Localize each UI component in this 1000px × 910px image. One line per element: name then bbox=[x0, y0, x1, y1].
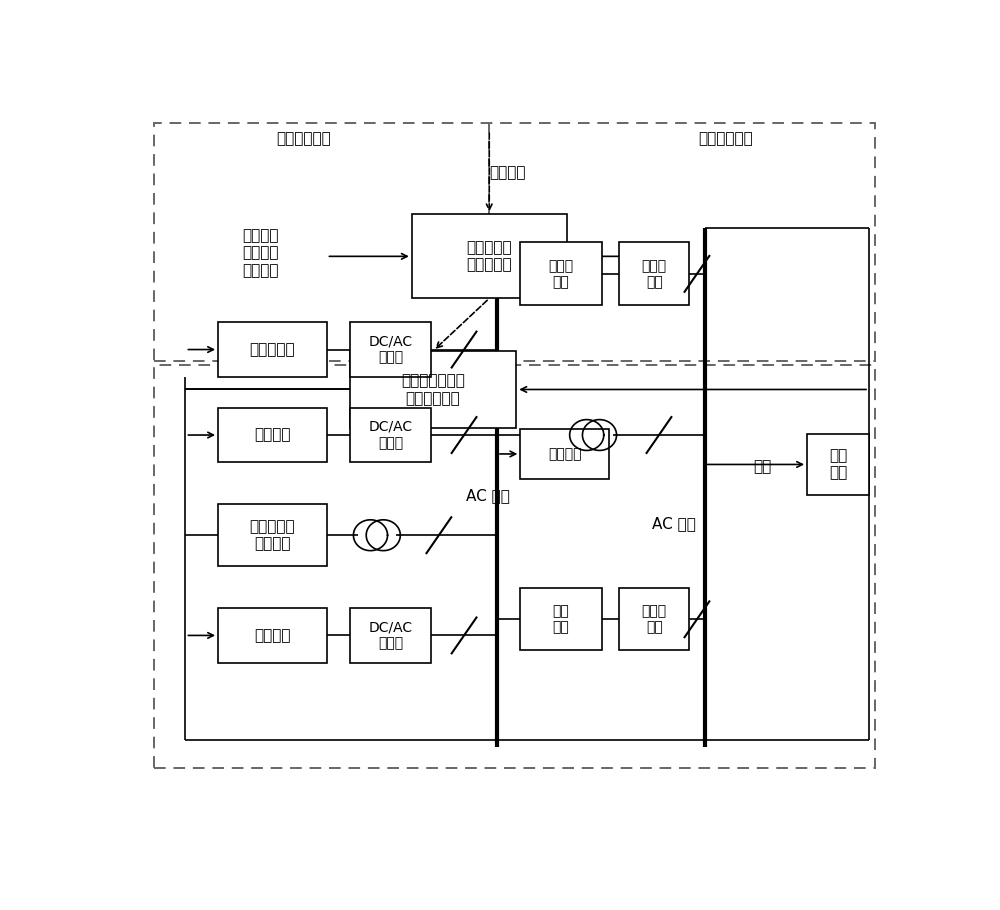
FancyBboxPatch shape bbox=[619, 589, 689, 650]
FancyBboxPatch shape bbox=[350, 322, 431, 377]
Text: 飞轮
储能: 飞轮 储能 bbox=[553, 604, 569, 634]
Text: 系统模型: 系统模型 bbox=[489, 165, 526, 180]
Text: 交流负载: 交流负载 bbox=[548, 447, 582, 461]
Text: AC 母线: AC 母线 bbox=[652, 517, 696, 531]
Text: 满足工程
需求的多
性能指标: 满足工程 需求的多 性能指标 bbox=[242, 228, 279, 278]
FancyBboxPatch shape bbox=[412, 215, 567, 298]
Text: DC/AC
变换器: DC/AC 变换器 bbox=[368, 621, 413, 651]
FancyBboxPatch shape bbox=[520, 429, 609, 480]
FancyBboxPatch shape bbox=[520, 242, 602, 306]
Text: AC 母线: AC 母线 bbox=[466, 489, 510, 503]
Text: 多目标约束
优化求解器: 多目标约束 优化求解器 bbox=[466, 240, 512, 273]
Text: 双馈异步风
力发电机: 双馈异步风 力发电机 bbox=[249, 519, 295, 551]
Text: 双向变
换器: 双向变 换器 bbox=[642, 604, 667, 634]
FancyBboxPatch shape bbox=[619, 242, 689, 306]
Text: 约束条件: 约束条件 bbox=[649, 246, 686, 260]
FancyBboxPatch shape bbox=[350, 408, 431, 462]
FancyBboxPatch shape bbox=[520, 589, 602, 650]
FancyBboxPatch shape bbox=[218, 408, 326, 462]
Text: 多目标鲁棒分数
阶频率控制器: 多目标鲁棒分数 阶频率控制器 bbox=[401, 373, 465, 406]
Text: 双向变
换器: 双向变 换器 bbox=[642, 258, 667, 289]
Text: 测试实验数据: 测试实验数据 bbox=[698, 131, 753, 147]
FancyBboxPatch shape bbox=[807, 434, 869, 495]
FancyBboxPatch shape bbox=[218, 504, 326, 566]
FancyBboxPatch shape bbox=[218, 608, 326, 662]
Text: DC/AC
变换器: DC/AC 变换器 bbox=[368, 335, 413, 365]
FancyBboxPatch shape bbox=[350, 351, 516, 428]
Text: 铅酸蓄
电池: 铅酸蓄 电池 bbox=[548, 258, 574, 289]
Text: 柴油发电机: 柴油发电机 bbox=[249, 342, 295, 357]
FancyBboxPatch shape bbox=[218, 322, 326, 377]
Text: 燃料电池: 燃料电池 bbox=[254, 428, 290, 442]
Text: DC/AC
变换器: DC/AC 变换器 bbox=[368, 420, 413, 450]
Text: 机理分析建模: 机理分析建模 bbox=[276, 131, 331, 147]
Text: 频率: 频率 bbox=[753, 459, 771, 474]
FancyBboxPatch shape bbox=[350, 608, 431, 662]
Text: 光伏阵列: 光伏阵列 bbox=[254, 628, 290, 643]
Text: 交流
负载: 交流 负载 bbox=[829, 449, 847, 480]
